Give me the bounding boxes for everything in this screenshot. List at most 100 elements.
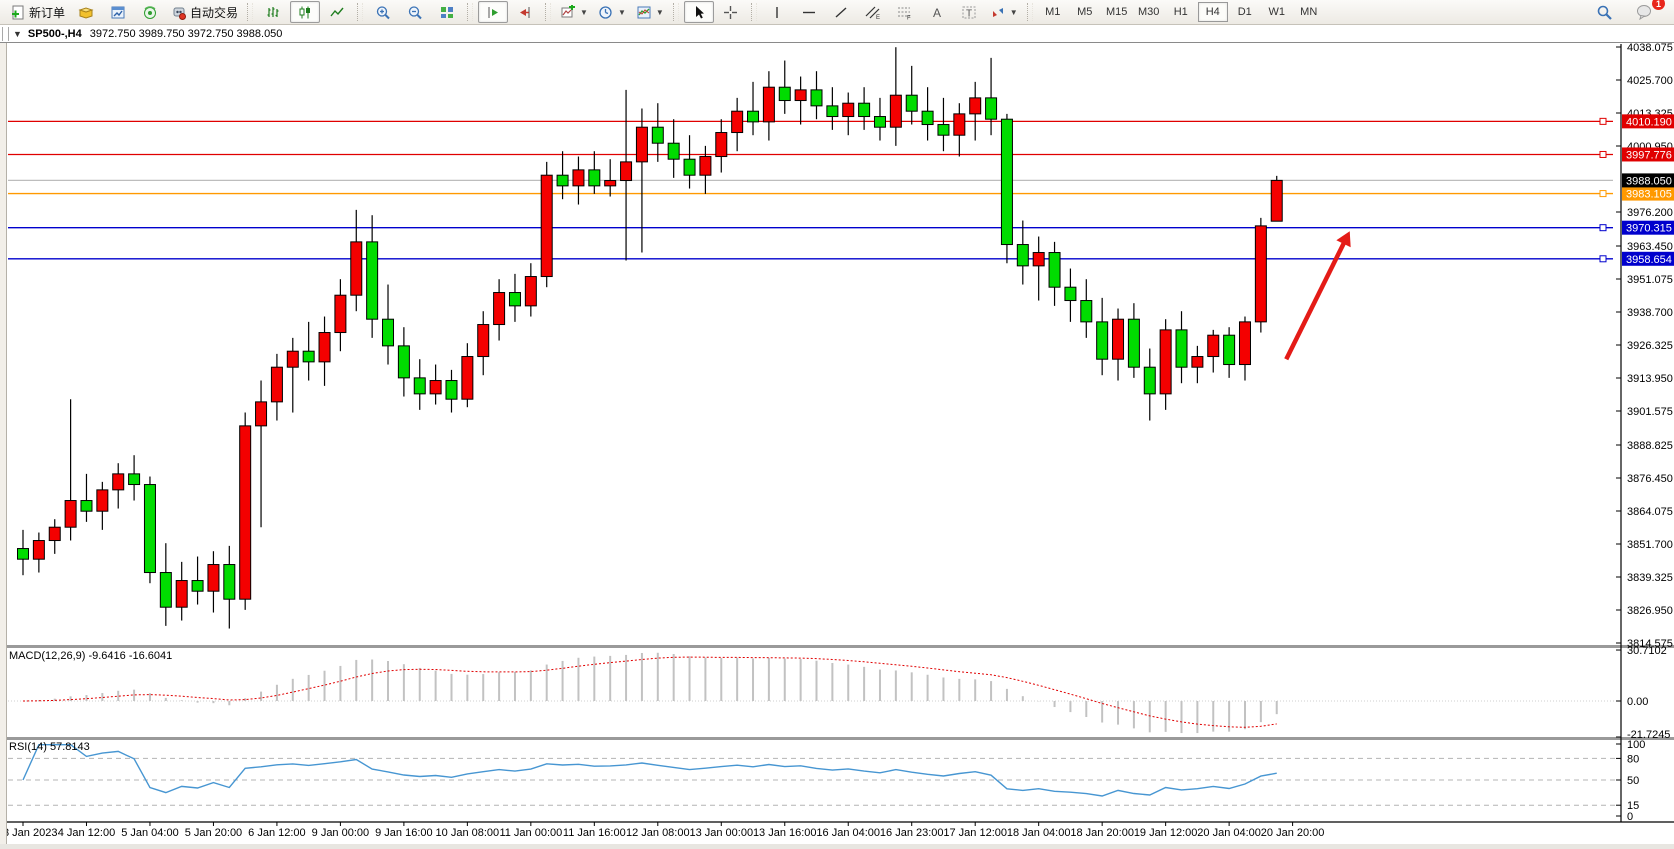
periods-button[interactable]: ▼: [594, 1, 630, 23]
trend-arrow-annotation[interactable]: [1284, 240, 1347, 361]
text-label-button[interactable]: T: [954, 1, 984, 23]
candle-body: [556, 174, 569, 187]
search-button[interactable]: [1589, 1, 1619, 23]
candle-body: [397, 345, 410, 379]
chart-window-button[interactable]: [103, 1, 133, 23]
candle-body: [1175, 329, 1188, 368]
candle-body: [80, 500, 93, 512]
time-axis-label: 9 Jan 00:00: [312, 827, 370, 839]
price-axis-label: 4038.075: [1627, 43, 1673, 54]
text-button[interactable]: A: [922, 1, 952, 23]
arrows-button[interactable]: ▼: [986, 1, 1022, 23]
fibonacci-button[interactable]: F: [890, 1, 920, 23]
candle-body: [270, 366, 283, 403]
candle-body: [905, 94, 918, 112]
candle-body: [429, 380, 442, 395]
autotrading-button[interactable]: 自动交易: [167, 1, 242, 23]
zoom-in-button[interactable]: [368, 1, 398, 23]
crosshair-icon: [723, 5, 739, 20]
time-axis-label: 20 Jan 20:00: [1261, 827, 1325, 839]
new-order-button[interactable]: 新订单: [7, 1, 69, 23]
hline-endpoint-marker[interactable]: [1599, 224, 1607, 232]
candle-body: [508, 292, 521, 307]
timeframe-m15[interactable]: M15: [1106, 6, 1128, 18]
timeframe-m5[interactable]: M5: [1077, 6, 1093, 18]
dropdown-caret-icon: ▼: [617, 7, 626, 17]
indicators-button[interactable]: ▼: [556, 1, 592, 23]
candle-body: [794, 89, 807, 102]
bar-chart-button[interactable]: [258, 1, 288, 23]
candle-body: [747, 110, 760, 123]
price-axis-label: 3864.075: [1627, 506, 1673, 518]
line-chart-button[interactable]: [322, 1, 352, 23]
equidistant-channel-icon: E: [864, 5, 881, 20]
candle-body: [810, 89, 823, 107]
price-axis-label: 3876.450: [1627, 473, 1673, 485]
timeframe-h1[interactable]: H1: [1173, 6, 1188, 18]
timeframe-w1[interactable]: W1: [1268, 6, 1285, 18]
chart-titlebar[interactable]: ▼ SP500-,H4 3972.750 3989.750 3972.750 3…: [0, 25, 1674, 43]
macd-indicator-label: MACD(12,26,9) -9.6416 -16.6041: [9, 650, 173, 662]
candle-body: [96, 489, 109, 512]
candle-body: [540, 174, 553, 278]
timeframe-m1[interactable]: M1: [1045, 6, 1061, 18]
candle-body: [635, 126, 648, 163]
tile-windows-button[interactable]: [432, 1, 462, 23]
templates-button[interactable]: ▼: [632, 1, 668, 23]
price-tag-label: 3997.776: [1626, 149, 1672, 161]
price-axis-label: 3814.575: [1627, 638, 1673, 650]
candle-body: [302, 350, 315, 363]
hline-endpoint-marker[interactable]: [1599, 190, 1607, 198]
timeframe-mn[interactable]: MN: [1300, 6, 1318, 18]
crosshair-button[interactable]: [716, 1, 746, 23]
hline-endpoint-marker[interactable]: [1599, 117, 1607, 125]
price-tag: [1622, 173, 1674, 188]
toolbar-grip: [672, 3, 679, 21]
price-chart[interactable]: 4038.0754025.7004013.3254000.9503976.200…: [0, 42, 1674, 844]
price-axis-label: 3839.325: [1627, 572, 1673, 584]
candle-body: [873, 116, 886, 128]
timeframe-d1[interactable]: D1: [1237, 6, 1252, 18]
candle-body: [255, 401, 268, 427]
hline-endpoint-marker[interactable]: [1599, 255, 1607, 263]
time-axis-label: 5 Jan 04:00: [121, 827, 179, 839]
candle-body: [651, 126, 664, 144]
candle-body: [1191, 356, 1204, 368]
candle-body: [382, 318, 395, 347]
time-axis-label: 5 Jan 20:00: [185, 827, 243, 839]
auto-scroll-button[interactable]: [478, 1, 509, 23]
hline-endpoint-marker[interactable]: [1599, 150, 1607, 158]
signal-icon: [142, 5, 158, 20]
rsi-indicator-label: RSI(14) 57.8143: [9, 741, 90, 753]
svg-text:E: E: [876, 15, 880, 20]
price-tag-label: 3970.315: [1626, 223, 1672, 235]
candle-body: [953, 113, 966, 136]
timeframe-h4[interactable]: H4: [1197, 2, 1228, 22]
candle-body: [683, 158, 696, 176]
horizontal-line-button[interactable]: [794, 1, 824, 23]
candle-body: [1254, 225, 1267, 323]
equidistant-channel-button[interactable]: E: [858, 1, 888, 23]
price-tag: [1622, 220, 1674, 235]
candle-body: [985, 97, 998, 120]
chart-shift-button[interactable]: [510, 1, 540, 23]
candle-body: [17, 548, 29, 560]
trend-arrow-head[interactable]: [1336, 231, 1351, 248]
chart-area[interactable]: 4038.075 4025.700 4013.325 4000.950 3976.200…: [0, 42, 1674, 844]
candle-body: [604, 180, 617, 187]
candlestick-chart-button[interactable]: [290, 1, 321, 23]
signal-button[interactable]: [135, 1, 165, 23]
collapse-chart-icon[interactable]: ▼: [13, 28, 22, 39]
notifications-button[interactable]: 1: [1629, 0, 1665, 23]
timeframe-m30[interactable]: M30: [1138, 6, 1160, 18]
market-watch-button[interactable]: [71, 1, 101, 23]
candle-body: [1159, 329, 1172, 395]
candle-body: [858, 102, 871, 118]
trendline-button[interactable]: [826, 1, 856, 23]
candle-body: [461, 356, 474, 400]
vertical-line-button[interactable]: [762, 1, 792, 23]
zoom-out-button[interactable]: [400, 1, 430, 23]
cursor-button[interactable]: [683, 1, 714, 23]
horizontal-line-icon: [801, 5, 817, 20]
